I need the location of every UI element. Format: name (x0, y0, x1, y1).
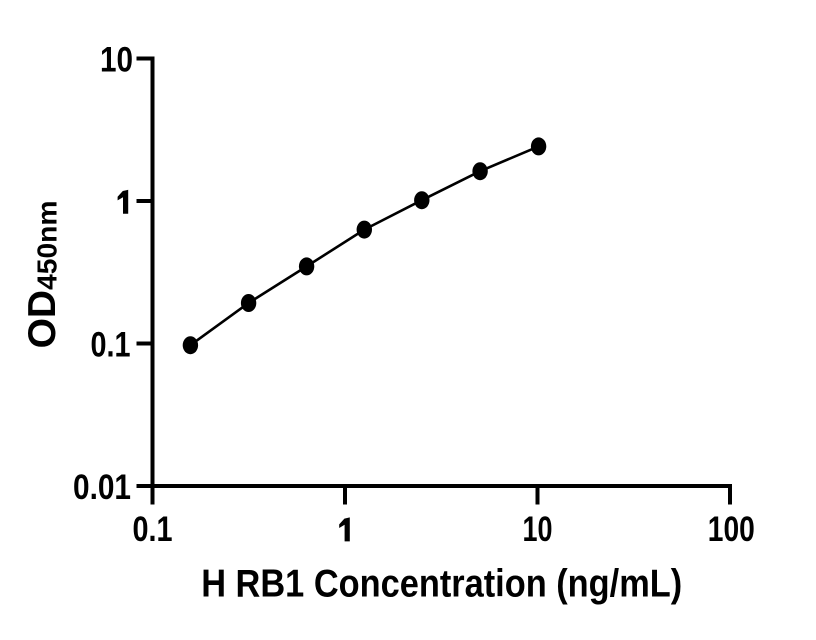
svg-text:0.1: 0.1 (133, 510, 173, 549)
svg-text:0.01: 0.01 (73, 468, 131, 507)
svg-text:10: 10 (100, 41, 133, 80)
svg-text:100: 100 (708, 510, 755, 549)
svg-text:OD450nm: OD450nm (21, 201, 64, 349)
svg-text:10: 10 (523, 510, 553, 549)
svg-text:H RB1 Concentration (ng/mL): H RB1 Concentration (ng/mL) (201, 563, 682, 606)
svg-text:0.1: 0.1 (91, 326, 131, 365)
